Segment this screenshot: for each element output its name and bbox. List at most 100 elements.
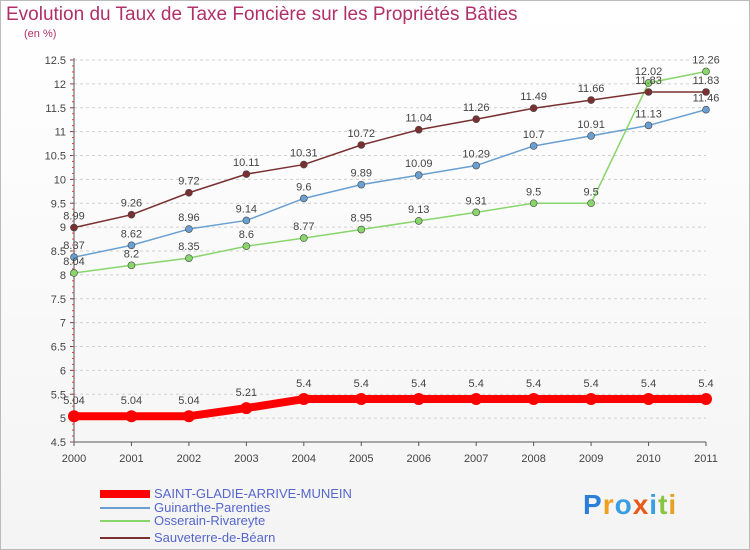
x-tick-label: 2004 — [292, 453, 316, 465]
data-label: 8.62 — [121, 228, 142, 240]
y-tick-label: 10 — [54, 174, 66, 186]
data-point — [68, 410, 80, 423]
y-tick-label: 8.5 — [51, 246, 66, 258]
data-point — [587, 199, 595, 208]
legend-item-osserain: Osserain-Rivareyte — [100, 514, 265, 528]
logo-letter: P — [583, 489, 603, 520]
data-label: 9.13 — [408, 204, 429, 216]
data-label: 10.29 — [462, 149, 490, 161]
data-label: 12.02 — [635, 66, 663, 78]
data-point — [240, 402, 253, 415]
x-tick-label: 2005 — [349, 453, 373, 465]
unit-label: (en %) — [24, 28, 57, 40]
y-tick-label: 9 — [60, 222, 66, 234]
data-label: 5.4 — [641, 378, 656, 390]
data-point — [470, 393, 483, 406]
data-label: 11.26 — [463, 102, 490, 114]
data-label: 11.46 — [693, 93, 720, 105]
data-label: 9.26 — [121, 198, 142, 210]
data-point — [357, 225, 366, 234]
chart-title: Evolution du Taux de Taxe Foncière sur l… — [6, 4, 518, 25]
logo-letter: x — [632, 489, 650, 520]
data-point — [412, 393, 425, 406]
data-point — [357, 141, 366, 149]
series-0: 5.04 5.04 5.04 5.21 5.4 5.4 5.4 5.4 5.4 5.4 5.4 5.4 — [63, 378, 714, 423]
legend-label-osserain: Osserain-Rivareyte — [154, 513, 266, 528]
data-label: 9.89 — [351, 168, 372, 180]
data-label: 11.04 — [405, 113, 432, 125]
data-label: 10.11 — [233, 157, 260, 169]
data-point — [242, 242, 251, 251]
data-label: 9.14 — [236, 203, 257, 215]
data-label: 11.66 — [578, 83, 605, 95]
data-label: 5.4 — [296, 378, 311, 390]
data-point — [300, 234, 308, 242]
logo-letter: i — [649, 489, 659, 520]
data-point — [357, 180, 366, 189]
logo-letter: r — [602, 489, 615, 520]
data-point — [529, 142, 538, 150]
y-tick-label: 10.5 — [45, 151, 66, 163]
data-point — [587, 132, 595, 140]
data-point — [700, 393, 712, 406]
x-tick-label: 2009 — [579, 453, 603, 465]
data-point — [185, 254, 193, 262]
x-tick-label: 2003 — [234, 453, 258, 465]
series-3: 8.99 9.26 9.72 10.11 10.31 10.72 11.04 11.26 11.… — [63, 75, 720, 232]
data-point — [644, 88, 653, 96]
x-tick-label: 2000 — [62, 453, 86, 465]
data-label: 10.31 — [290, 148, 318, 160]
data-point — [127, 241, 136, 250]
data-label: 10.91 — [577, 119, 605, 131]
logo-letter: i — [668, 489, 678, 520]
data-label: 12.26 — [692, 54, 720, 66]
data-point — [414, 217, 423, 225]
data-label: 5.04 — [121, 395, 142, 407]
data-point — [585, 393, 598, 406]
data-label: 8.99 — [63, 211, 84, 223]
data-label: 11.13 — [635, 108, 662, 120]
data-label: 5.4 — [526, 378, 541, 390]
data-point — [300, 194, 308, 203]
data-point — [125, 410, 138, 423]
data-point — [127, 210, 136, 219]
x-tick-label: 2008 — [521, 453, 545, 465]
data-label: 5.4 — [698, 378, 713, 390]
data-label: 8.37 — [63, 240, 84, 252]
data-label: 5.4 — [354, 378, 369, 390]
data-point — [472, 208, 480, 217]
data-label: 5.4 — [411, 378, 426, 390]
series-line — [70, 395, 710, 421]
data-point — [127, 261, 136, 270]
data-label: 11.49 — [520, 91, 547, 103]
data-point — [587, 96, 595, 104]
data-label: 5.04 — [63, 395, 84, 407]
legend-swatch-guinarthe — [100, 507, 150, 509]
proxiti-logo: Proxiti — [583, 489, 677, 521]
y-tick-label: 7 — [60, 318, 66, 330]
data-label: 8.95 — [351, 213, 372, 225]
y-tick-label: 6 — [60, 365, 66, 377]
legend-label-sauveterre: Sauveterre-de-Béarn — [154, 530, 276, 545]
data-label: 11.83 — [693, 75, 720, 87]
y-tick-label: 12.5 — [45, 55, 66, 67]
y-tick-label: 4.5 — [51, 437, 66, 449]
data-label: 8.96 — [178, 212, 199, 224]
y-tick-label: 5 — [60, 413, 66, 425]
data-point — [242, 216, 251, 225]
data-label: 8.6 — [239, 229, 254, 241]
series-line — [73, 108, 707, 258]
data-point — [644, 79, 653, 87]
logo-letter: o — [614, 489, 633, 520]
data-label: 9.6 — [296, 181, 311, 193]
data-point — [70, 253, 78, 262]
data-point — [297, 393, 310, 406]
logo-letter: t — [658, 489, 669, 520]
data-point — [702, 88, 710, 96]
data-point — [185, 188, 193, 197]
data-point — [300, 160, 308, 169]
data-label: 9.31 — [465, 195, 486, 207]
y-tick-label: 12 — [54, 79, 66, 91]
legend-item-guinarthe: Guinarthe-Parenties — [100, 501, 270, 515]
